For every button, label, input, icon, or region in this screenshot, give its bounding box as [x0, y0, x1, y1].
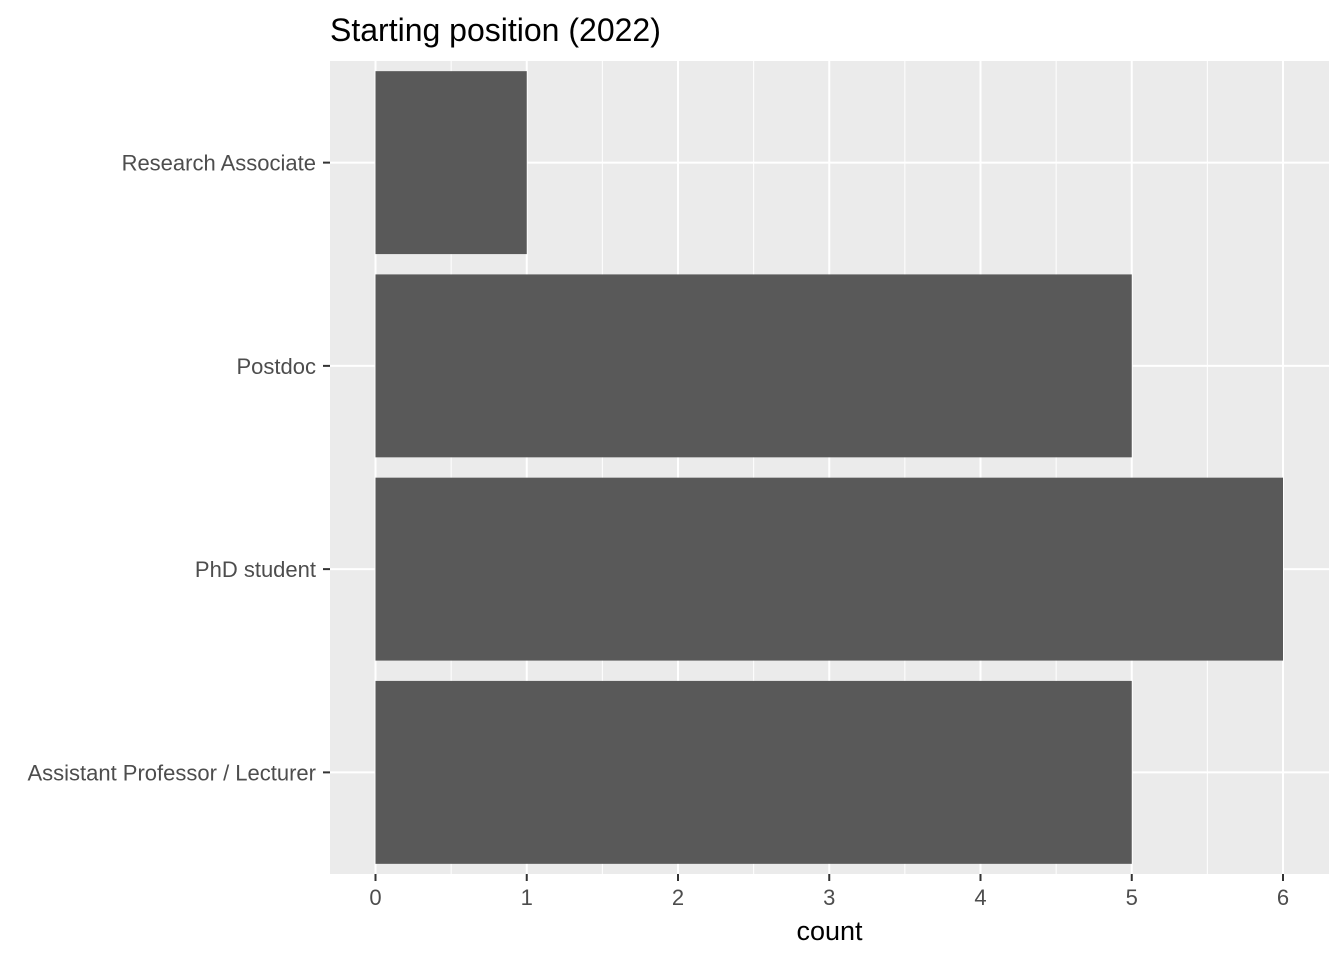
- x-tick-label: 2: [672, 885, 684, 910]
- chart-title: Starting position (2022): [330, 12, 661, 48]
- bars: [375, 71, 1283, 864]
- x-tick-label: 0: [369, 885, 381, 910]
- x-axis: 0 1 2 3 4 5 6: [369, 874, 1289, 910]
- x-tick-label: 6: [1277, 885, 1289, 910]
- y-tick-label: PhD student: [195, 557, 316, 582]
- x-tick-label: 1: [521, 885, 533, 910]
- bar: [375, 71, 527, 255]
- x-axis-label: count: [796, 916, 863, 946]
- x-tick-label: 3: [823, 885, 835, 910]
- bar: [375, 274, 1132, 458]
- x-tick-label: 5: [1126, 885, 1138, 910]
- y-tick-label: Postdoc: [237, 354, 317, 379]
- bar: [375, 477, 1283, 661]
- y-axis: Research Associate Postdoc PhD student Assi…: [27, 151, 330, 785]
- bar: [375, 680, 1132, 864]
- y-tick-label: Assistant Professor / Lecturer: [27, 760, 316, 785]
- x-tick-label: 4: [974, 885, 986, 910]
- y-tick-label: Research Associate: [122, 151, 316, 176]
